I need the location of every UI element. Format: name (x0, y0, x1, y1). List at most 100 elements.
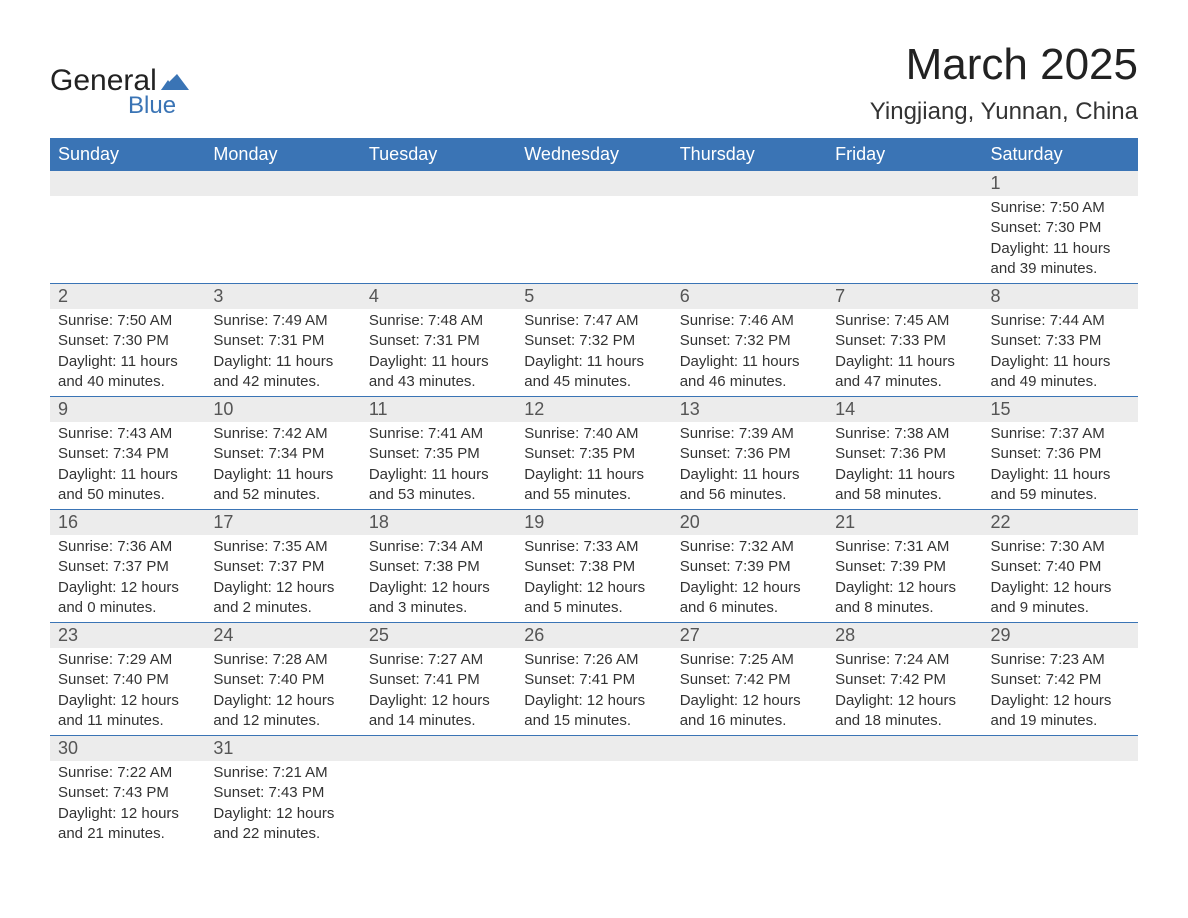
day-content (361, 761, 516, 839)
day-number (516, 736, 671, 760)
day-daylight2: and 45 minutes. (524, 372, 663, 392)
day-cell-content: Sunrise: 7:27 AMSunset: 7:41 PMDaylight:… (361, 648, 516, 736)
day-daylight1: Daylight: 12 hours (835, 691, 974, 711)
day-cell-num (672, 171, 827, 196)
day-daylight1: Daylight: 12 hours (369, 578, 508, 598)
day-daylight2: and 52 minutes. (213, 485, 352, 505)
day-sunset: Sunset: 7:37 PM (213, 557, 352, 577)
dayname-header: Tuesday (361, 138, 516, 171)
day-cell-num: 7 (827, 284, 982, 310)
day-daylight2: and 40 minutes. (58, 372, 197, 392)
day-number (672, 171, 827, 195)
day-daylight2: and 15 minutes. (524, 711, 663, 731)
day-daylight2: and 14 minutes. (369, 711, 508, 731)
day-content: Sunrise: 7:50 AMSunset: 7:30 PMDaylight:… (50, 309, 205, 396)
day-sunset: Sunset: 7:37 PM (58, 557, 197, 577)
day-cell-num: 23 (50, 623, 205, 649)
day-number: 18 (361, 510, 516, 535)
day-cell-num: 5 (516, 284, 671, 310)
day-number: 15 (983, 397, 1138, 422)
day-content (516, 196, 671, 274)
day-cell-content: Sunrise: 7:45 AMSunset: 7:33 PMDaylight:… (827, 309, 982, 397)
day-daylight2: and 59 minutes. (991, 485, 1130, 505)
day-content: Sunrise: 7:50 AMSunset: 7:30 PMDaylight:… (983, 196, 1138, 283)
day-number: 7 (827, 284, 982, 309)
day-sunrise: Sunrise: 7:35 AM (213, 537, 352, 557)
day-sunset: Sunset: 7:39 PM (680, 557, 819, 577)
day-daylight2: and 56 minutes. (680, 485, 819, 505)
day-sunrise: Sunrise: 7:42 AM (213, 424, 352, 444)
day-daylight2: and 5 minutes. (524, 598, 663, 618)
day-cell-num: 29 (983, 623, 1138, 649)
day-number (361, 736, 516, 760)
day-content: Sunrise: 7:47 AMSunset: 7:32 PMDaylight:… (516, 309, 671, 396)
day-number: 4 (361, 284, 516, 309)
day-sunrise: Sunrise: 7:47 AM (524, 311, 663, 331)
day-number: 31 (205, 736, 360, 761)
day-content: Sunrise: 7:31 AMSunset: 7:39 PMDaylight:… (827, 535, 982, 622)
day-daylight1: Daylight: 11 hours (213, 352, 352, 372)
day-content: Sunrise: 7:28 AMSunset: 7:40 PMDaylight:… (205, 648, 360, 735)
day-content: Sunrise: 7:25 AMSunset: 7:42 PMDaylight:… (672, 648, 827, 735)
day-daylight1: Daylight: 12 hours (991, 578, 1130, 598)
day-cell-content: Sunrise: 7:49 AMSunset: 7:31 PMDaylight:… (205, 309, 360, 397)
day-number: 1 (983, 171, 1138, 196)
day-cell-content (983, 761, 1138, 848)
day-sunset: Sunset: 7:39 PM (835, 557, 974, 577)
day-number: 20 (672, 510, 827, 535)
day-cell-content: Sunrise: 7:28 AMSunset: 7:40 PMDaylight:… (205, 648, 360, 736)
day-daylight2: and 50 minutes. (58, 485, 197, 505)
day-sunset: Sunset: 7:42 PM (680, 670, 819, 690)
day-sunrise: Sunrise: 7:30 AM (991, 537, 1130, 557)
day-number: 13 (672, 397, 827, 422)
day-number: 11 (361, 397, 516, 422)
day-cell-num: 18 (361, 510, 516, 536)
day-cell-content: Sunrise: 7:29 AMSunset: 7:40 PMDaylight:… (50, 648, 205, 736)
day-cell-num: 28 (827, 623, 982, 649)
month-title: March 2025 (870, 40, 1138, 90)
day-daylight2: and 8 minutes. (835, 598, 974, 618)
day-sunrise: Sunrise: 7:28 AM (213, 650, 352, 670)
location: Yingjiang, Yunnan, China (870, 98, 1138, 126)
day-sunrise: Sunrise: 7:23 AM (991, 650, 1130, 670)
day-daylight2: and 42 minutes. (213, 372, 352, 392)
day-sunrise: Sunrise: 7:48 AM (369, 311, 508, 331)
day-sunrise: Sunrise: 7:40 AM (524, 424, 663, 444)
day-sunset: Sunset: 7:31 PM (213, 331, 352, 351)
day-daylight1: Daylight: 12 hours (680, 691, 819, 711)
day-daylight1: Daylight: 11 hours (213, 465, 352, 485)
day-content: Sunrise: 7:48 AMSunset: 7:31 PMDaylight:… (361, 309, 516, 396)
day-daylight1: Daylight: 12 hours (213, 691, 352, 711)
day-cell-num: 12 (516, 397, 671, 423)
day-number: 17 (205, 510, 360, 535)
day-daylight1: Daylight: 12 hours (58, 578, 197, 598)
dayname-header: Thursday (672, 138, 827, 171)
day-cell-content: Sunrise: 7:43 AMSunset: 7:34 PMDaylight:… (50, 422, 205, 510)
day-sunset: Sunset: 7:40 PM (213, 670, 352, 690)
day-sunrise: Sunrise: 7:44 AM (991, 311, 1130, 331)
day-content: Sunrise: 7:30 AMSunset: 7:40 PMDaylight:… (983, 535, 1138, 622)
day-daylight1: Daylight: 11 hours (680, 352, 819, 372)
day-cell-num: 11 (361, 397, 516, 423)
day-sunset: Sunset: 7:32 PM (524, 331, 663, 351)
day-sunset: Sunset: 7:33 PM (991, 331, 1130, 351)
day-number: 14 (827, 397, 982, 422)
day-sunrise: Sunrise: 7:45 AM (835, 311, 974, 331)
day-sunset: Sunset: 7:32 PM (680, 331, 819, 351)
week-daynum-row: 9101112131415 (50, 397, 1138, 423)
day-content: Sunrise: 7:38 AMSunset: 7:36 PMDaylight:… (827, 422, 982, 509)
dayname-header: Friday (827, 138, 982, 171)
day-content (827, 761, 982, 839)
day-sunrise: Sunrise: 7:38 AM (835, 424, 974, 444)
day-number: 19 (516, 510, 671, 535)
day-content: Sunrise: 7:36 AMSunset: 7:37 PMDaylight:… (50, 535, 205, 622)
day-cell-num: 20 (672, 510, 827, 536)
day-daylight2: and 55 minutes. (524, 485, 663, 505)
day-sunset: Sunset: 7:34 PM (58, 444, 197, 464)
day-cell-content: Sunrise: 7:34 AMSunset: 7:38 PMDaylight:… (361, 535, 516, 623)
day-cell-content: Sunrise: 7:38 AMSunset: 7:36 PMDaylight:… (827, 422, 982, 510)
logo-text-blue: Blue (128, 92, 189, 120)
day-cell-num: 26 (516, 623, 671, 649)
day-sunset: Sunset: 7:42 PM (835, 670, 974, 690)
day-number: 22 (983, 510, 1138, 535)
